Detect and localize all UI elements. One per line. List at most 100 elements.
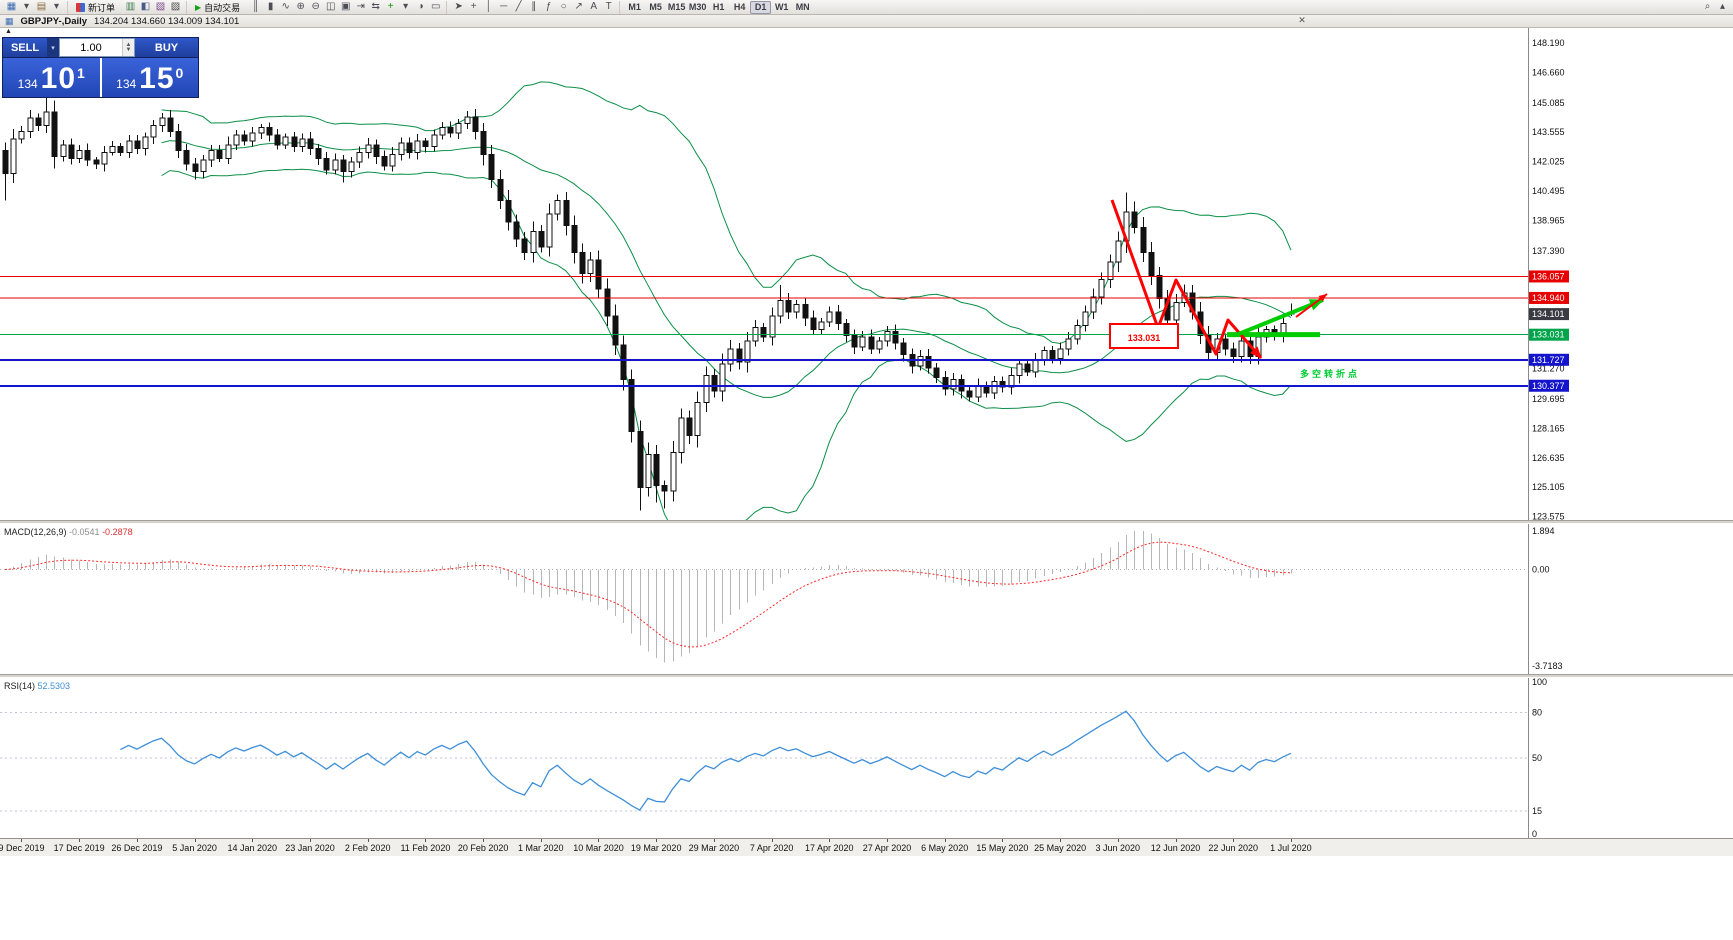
price-axis-label: 137.390 [1532,246,1565,256]
auto-scroll-icon[interactable]: ⇥ [356,1,365,12]
indicators-icon[interactable]: + [387,1,394,12]
volume-dropdown-icon[interactable]: ▾ [47,38,59,57]
terminal-icon[interactable]: ▨ [170,1,181,12]
data-window-icon[interactable]: ◧ [140,1,151,12]
market-watch-icon[interactable]: ▥ [125,1,136,12]
timeframe-d1[interactable]: D1 [750,0,772,14]
panel-splitter[interactable] [0,520,1733,524]
new-chart-dropdown-icon[interactable]: ▾ [23,1,30,12]
text-icon[interactable]: A [590,1,598,12]
support-price-label-box[interactable] [1109,323,1179,349]
navigator-icon[interactable]: ▧ [155,1,166,12]
macd-panel[interactable]: 1.894 0.00 -3.7183 MACD(12,26,9) -0.0541 -0… [0,524,1733,674]
timeframe-mn[interactable]: MN [795,2,810,12]
candlestick-chart-icon[interactable]: ▮ [267,1,274,12]
vertical-line-icon[interactable]: │ [485,1,492,12]
volume-input[interactable] [60,39,122,56]
toolbar-group-objects: ➤ + │ ─ ╱ ∥ ƒ ○ ↗ A T [450,0,621,14]
rsi-axis[interactable] [1528,678,1733,838]
profiles-dropdown-icon[interactable]: ▾ [53,1,60,12]
horizontal-line-icon[interactable]: ─ [500,1,508,12]
timeframe-h4[interactable]: H4 [733,2,746,12]
timeframe-w1[interactable]: W1 [774,2,789,12]
timeframe-m15[interactable]: M15 [667,2,686,12]
close-icon[interactable]: ✕ [1298,15,1306,25]
crosshair-icon[interactable]: + [470,1,477,12]
line-chart-icon[interactable]: ∿ [281,1,290,12]
ask-pips: 15 [139,61,175,95]
ask-price[interactable]: 134 15 0 [101,58,198,97]
one-click-trading-panel: SELL ▾ ▲ ▼ BUY 134 10 1 134 15 0 [2,37,199,98]
date-label: 10 Mar 2020 [573,843,624,853]
spin-down-icon[interactable]: ▼ [125,46,132,53]
date-label: 3 Jun 2020 [1095,843,1141,853]
date-label: 2 Feb 2020 [344,843,391,853]
bar-chart-icon[interactable]: ║ [252,1,260,12]
turning-point-text[interactable]: 多空转折点 [1300,368,1360,379]
date-label: 6 May 2020 [921,843,969,853]
zoom-out-icon[interactable]: ⊖ [311,1,320,12]
timeframe-m1[interactable]: M1 [628,2,641,12]
text-label-icon[interactable]: T [605,1,612,12]
channel-icon[interactable]: ∥ [531,1,537,12]
green-arrow-annotation[interactable] [1235,298,1324,337]
shapes-icon[interactable]: ○ [560,1,567,12]
candlestick-series [2,98,1295,511]
new-order-button[interactable]: 新订单 [71,1,120,14]
red-arrow-annotation[interactable] [1295,293,1328,318]
cursor-icon[interactable]: ➤ [454,1,463,12]
arrows-icon[interactable]: ↗ [574,1,583,12]
templates-icon[interactable]: ▭ [430,1,441,12]
price-axis-tag-label: 131.727 [1532,355,1565,365]
cascade-windows-icon[interactable]: ▣ [340,1,351,12]
fibonacci-icon[interactable]: ƒ [545,1,552,12]
date-label: 25 May 2020 [1034,843,1087,853]
zoom-in-icon[interactable]: ⊕ [296,1,305,12]
ask-pipette: 0 [175,64,184,81]
trendline-icon[interactable]: ╱ [515,1,522,12]
search-icon[interactable]: ⌕ [1704,1,1711,12]
timeframe-m5[interactable]: M5 [649,2,662,12]
chart-shift-icon[interactable]: ⇆ [371,1,380,12]
date-tick [367,839,369,842]
volume-spinner[interactable]: ▲ ▼ [122,39,134,56]
timeframe-h1[interactable]: H1 [712,2,725,12]
macd-axis-label: 0.00 [1532,565,1550,575]
price-axis-tag [1529,353,1569,366]
support-price-label: 133.031 [1128,333,1161,343]
macd-axis[interactable] [1528,524,1733,674]
date-tick [713,839,715,842]
new-order-icon [76,2,85,12]
zigzag-annotation[interactable] [1110,199,1263,359]
toolbar-group-files: ▦ ▾ ▤ ▾ [3,0,68,14]
tile-windows-icon[interactable]: ◫ [325,1,336,12]
sell-button[interactable]: SELL [3,38,47,57]
auto-trading-button[interactable]: ▶ 自动交易 [190,1,245,14]
macd-signal-line [4,541,1291,648]
new-chart-icon[interactable]: ▦ [6,1,17,12]
bid-pips: 10 [40,61,77,95]
date-tick [540,839,542,842]
rsi-header: RSI(14) 52.5303 [4,681,70,691]
date-tick [252,839,254,842]
date-tick [309,839,311,842]
price-axis-tag [1529,379,1569,392]
one-click-collapse-icon[interactable]: ▲ [5,28,12,35]
price-axis-label: 128.165 [1532,423,1565,433]
main-chart[interactable]: 133.031 多空转折点 148.190 146.660 145.085 143.555… [0,28,1733,520]
spin-up-icon[interactable]: ▲ [125,41,132,48]
panel-splitter[interactable] [0,674,1733,678]
periods-dropdown-icon[interactable]: ◑ [417,1,424,12]
price-axis-label: 125.105 [1532,482,1565,492]
toolbar-collapse-icon[interactable]: ▴ [1719,1,1726,12]
bid-price[interactable]: 134 10 1 [3,58,100,97]
timeframe-m30[interactable]: M30 [688,2,707,12]
indicators-dropdown-icon[interactable]: ▾ [403,1,409,12]
rsi-panel[interactable]: 100 80 50 15 0 RSI(14) 52.5303 [0,678,1733,838]
auto-trading-icon: ▶ [195,2,202,12]
buy-button[interactable]: BUY [135,38,198,57]
date-axis[interactable]: 9 Dec 2019 17 Dec 2019 26 Dec 2019 5 Jan 20… [0,838,1733,856]
date-tick [425,839,427,842]
price-axis-label: 126.635 [1532,453,1565,463]
profiles-icon[interactable]: ▤ [36,1,47,12]
